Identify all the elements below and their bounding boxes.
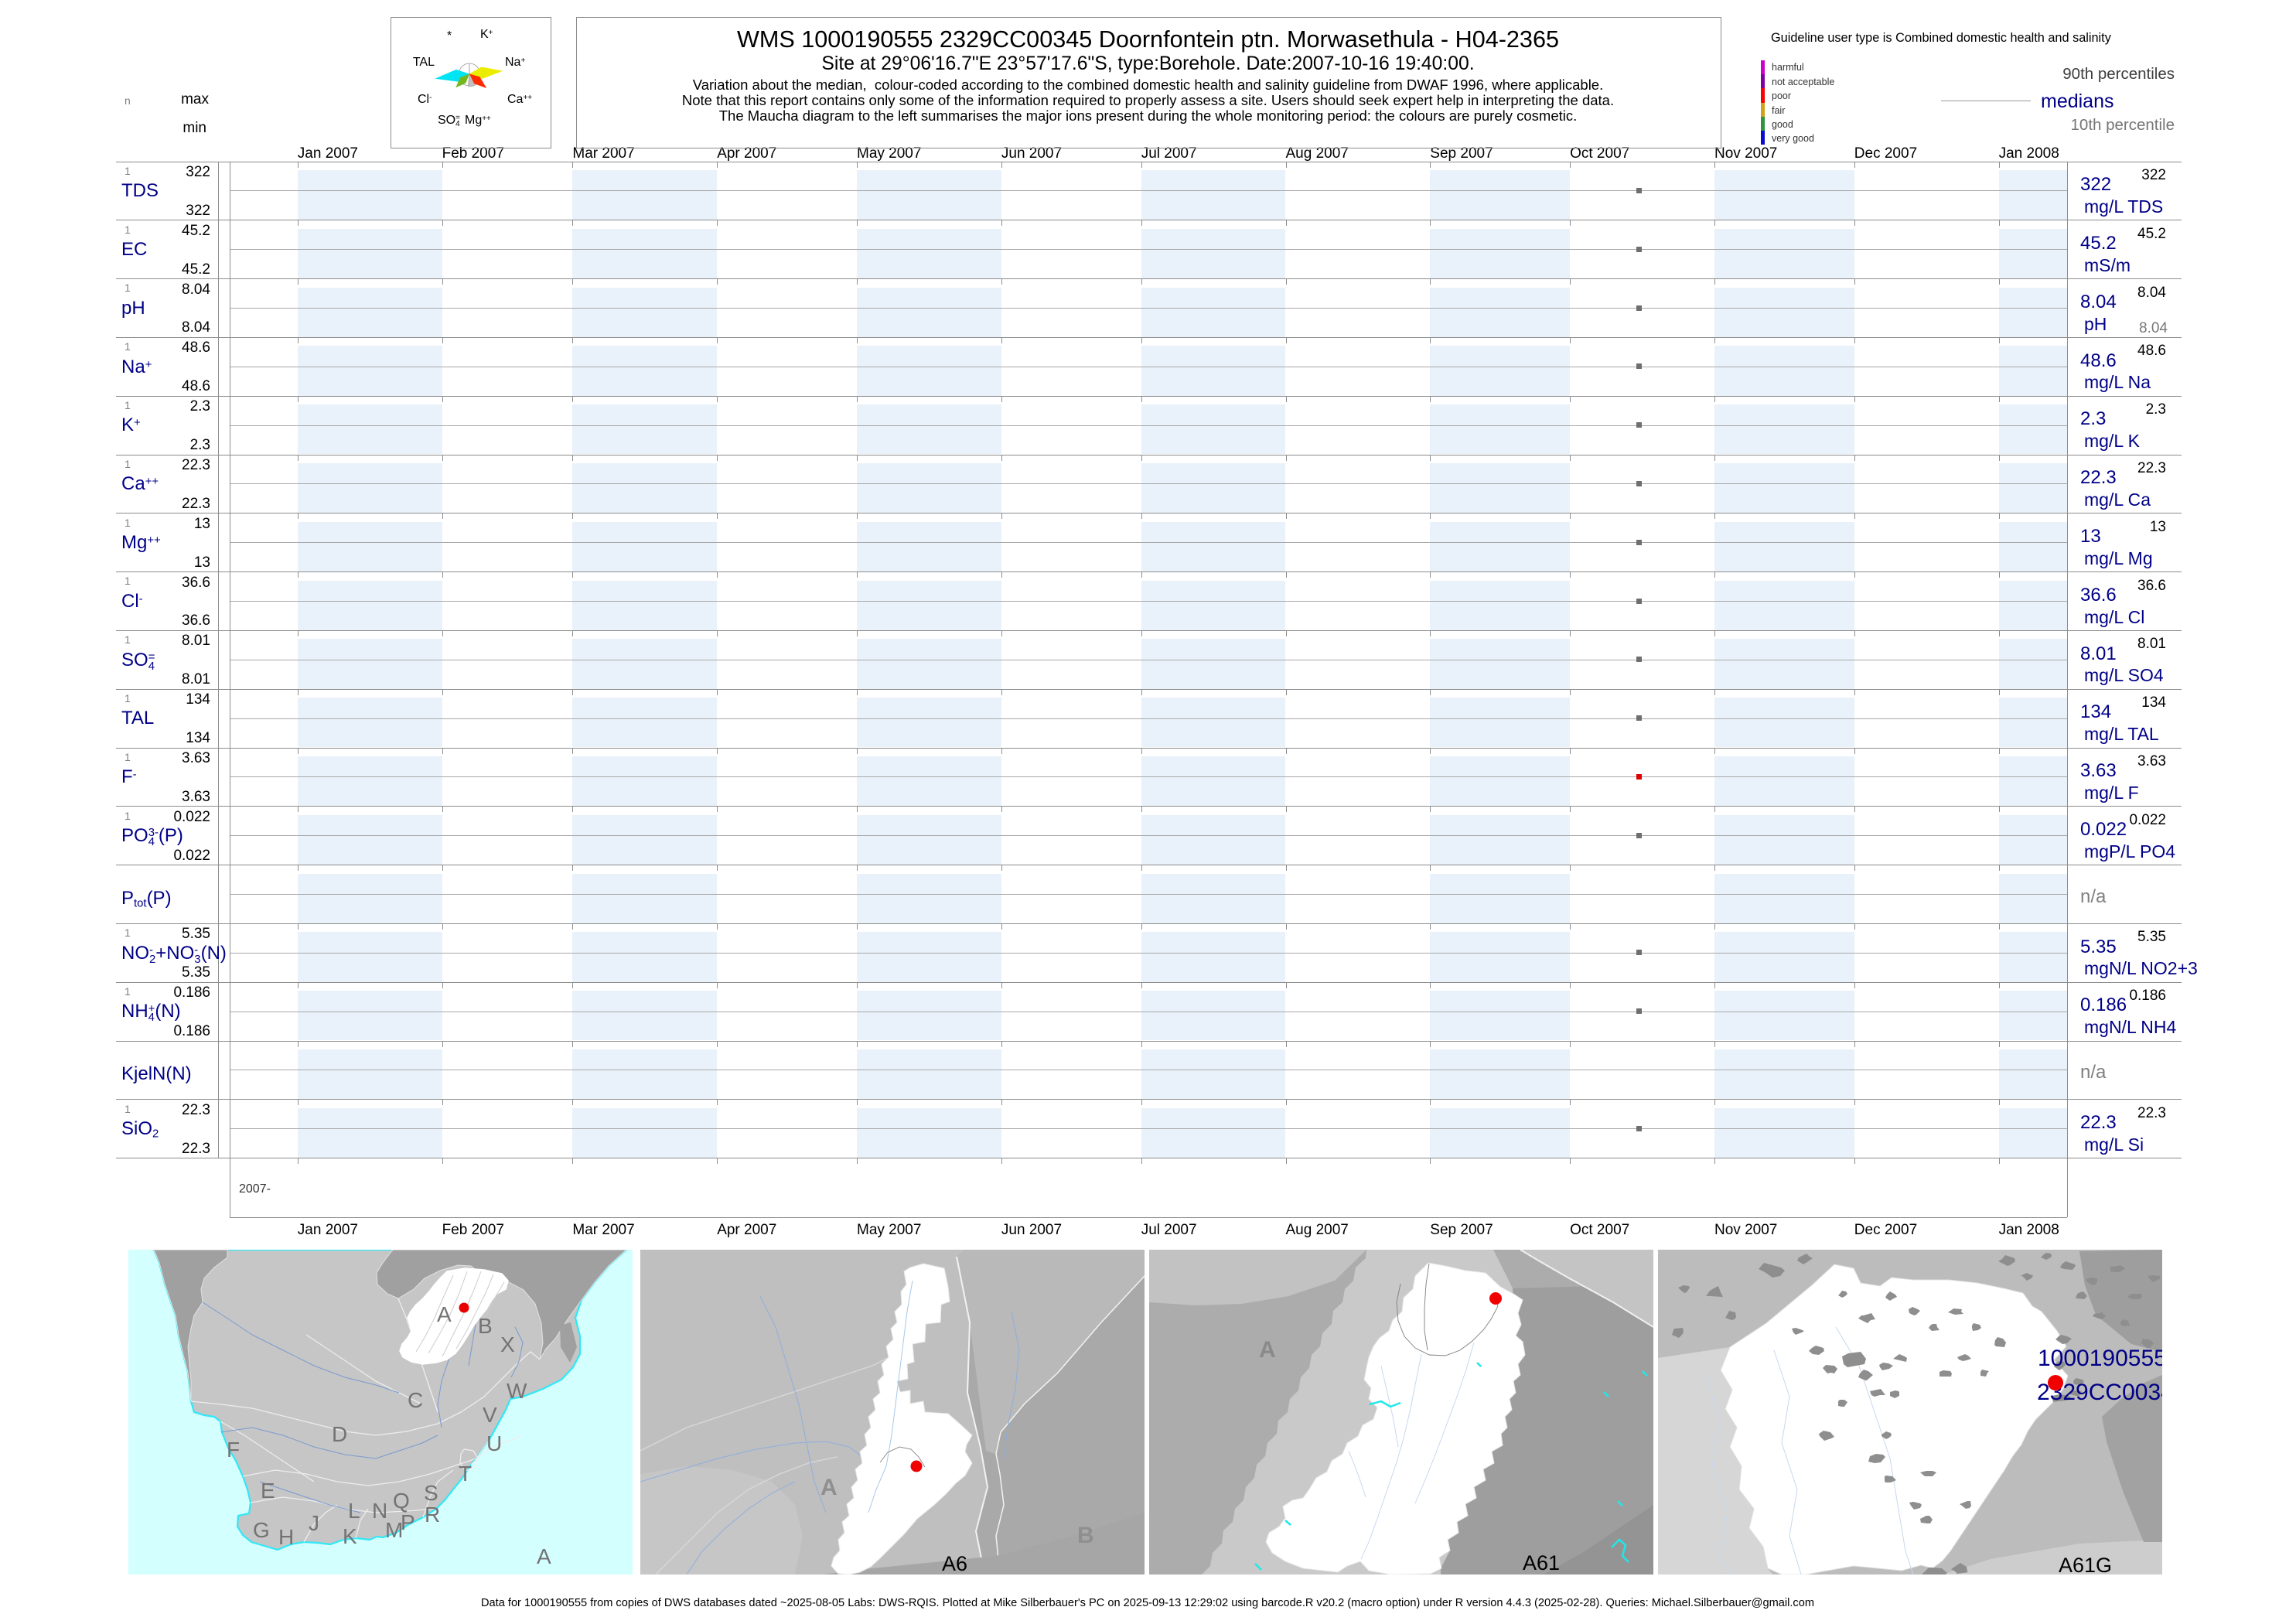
- svg-text:1000190555: 1000190555: [2038, 1346, 2162, 1371]
- svg-text:U: U: [486, 1431, 502, 1455]
- svg-text:L: L: [348, 1499, 360, 1523]
- svg-text:C: C: [408, 1388, 423, 1412]
- svg-text:D: D: [332, 1422, 347, 1446]
- svg-text:P: P: [401, 1510, 415, 1534]
- svg-text:V: V: [483, 1403, 497, 1427]
- svg-text:J: J: [309, 1511, 319, 1535]
- svg-text:R: R: [425, 1503, 440, 1527]
- svg-text:G: G: [253, 1518, 270, 1542]
- svg-text:B: B: [478, 1314, 493, 1338]
- svg-text:B: B: [1077, 1523, 1094, 1548]
- svg-text:X: X: [500, 1332, 515, 1356]
- svg-text:H: H: [278, 1525, 294, 1549]
- svg-text:W: W: [507, 1379, 527, 1403]
- svg-text:T: T: [459, 1462, 472, 1486]
- svg-text:A61G: A61G: [2059, 1554, 2112, 1575]
- svg-text:F: F: [227, 1438, 240, 1462]
- svg-text:A61: A61: [1523, 1551, 1560, 1575]
- svg-text:S: S: [424, 1481, 438, 1505]
- svg-text:N: N: [372, 1499, 387, 1523]
- svg-text:A: A: [1259, 1337, 1276, 1363]
- svg-text:M: M: [385, 1518, 403, 1542]
- svg-text:A: A: [437, 1302, 452, 1326]
- svg-text:A: A: [820, 1475, 838, 1500]
- svg-text:Q: Q: [393, 1489, 410, 1513]
- svg-text:A: A: [537, 1544, 551, 1568]
- svg-text:E: E: [261, 1479, 275, 1503]
- svg-text:A6: A6: [942, 1552, 967, 1575]
- svg-text:K: K: [343, 1524, 357, 1548]
